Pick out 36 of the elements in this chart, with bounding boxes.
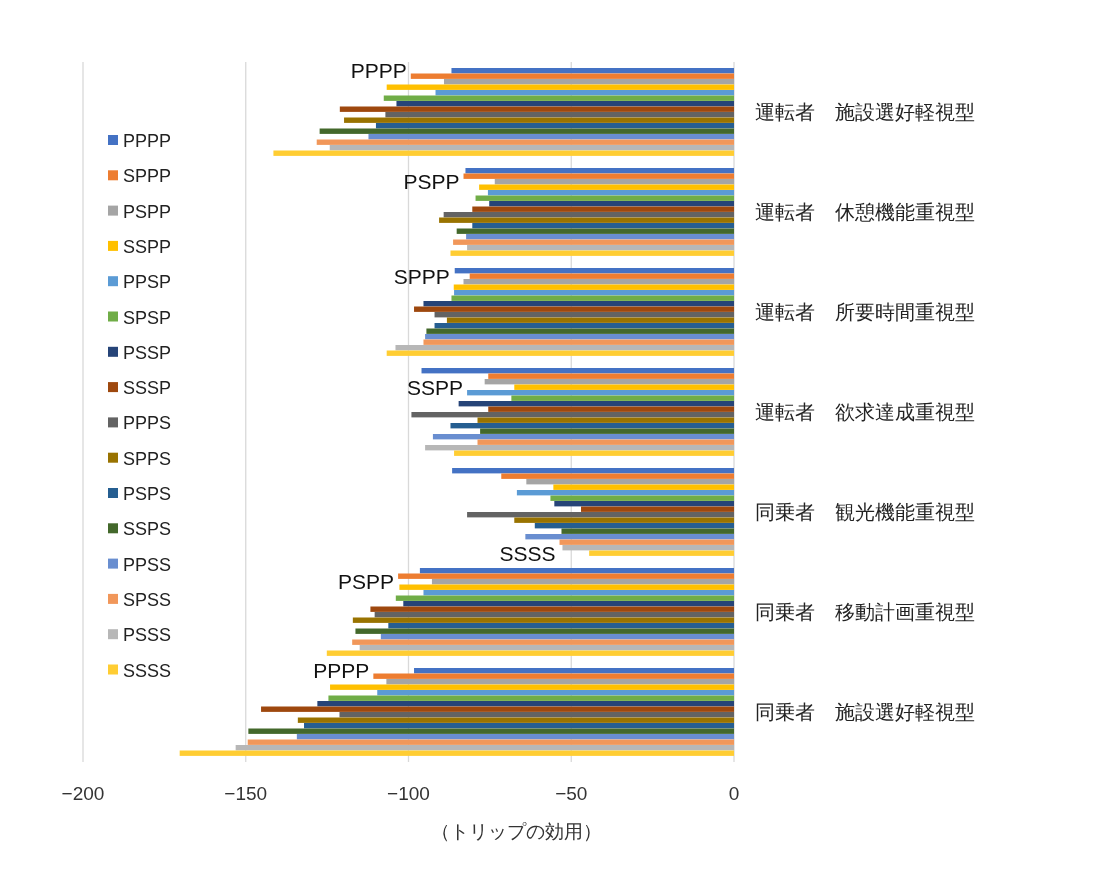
legend-label: SPSS bbox=[123, 589, 172, 610]
x-tick-label: −200 bbox=[61, 783, 105, 804]
annotation: SSPP bbox=[407, 375, 464, 399]
legend-label: PSSS bbox=[123, 625, 172, 646]
legend-label: PSPP bbox=[123, 201, 172, 222]
y-tick-label: 運転者 休憩機能重視型 bbox=[755, 201, 975, 223]
annotation: SPPP bbox=[393, 264, 450, 288]
annotation: PSPP bbox=[338, 570, 395, 594]
x-tick-label: −100 bbox=[387, 783, 430, 804]
legend-label: SSSS bbox=[123, 660, 172, 681]
y-tick-label: 運転者 施設選好軽視型 bbox=[755, 101, 975, 123]
legend-label: SSSP bbox=[123, 378, 172, 399]
legend-label: PPSP bbox=[123, 272, 172, 293]
legend-label: PSSP bbox=[123, 342, 172, 363]
y-tick-label: 同乗者 観光機能重視型 bbox=[755, 501, 975, 523]
x-axis-title: （トリップの効用） bbox=[431, 821, 602, 842]
legend-label: PPPP bbox=[123, 131, 172, 151]
legend-label: SPSP bbox=[123, 307, 172, 328]
annotation: PPPP bbox=[350, 59, 407, 83]
annotation: PSPP bbox=[403, 170, 460, 194]
x-tick-label: 0 bbox=[728, 783, 740, 804]
legend-label: SSPP bbox=[123, 236, 172, 257]
y-tick-label: 同乗者 移動計画重視型 bbox=[755, 601, 975, 623]
x-tick-label: −50 bbox=[555, 783, 588, 804]
legend-label: SSPS bbox=[123, 519, 172, 540]
annotation: SSSS bbox=[499, 541, 556, 565]
legend-label: SPPP bbox=[123, 166, 172, 187]
y-tick-label: 同乗者 施設選好軽視型 bbox=[755, 701, 975, 723]
legend-label: PPPS bbox=[123, 413, 172, 434]
y-tick-label: 運転者 所要時間重視型 bbox=[755, 301, 975, 323]
y-tick-label: 運転者 欲求達成重視型 bbox=[755, 401, 975, 423]
legend-label: SPPS bbox=[123, 448, 172, 469]
legend-label: PSPS bbox=[123, 484, 172, 504]
x-tick-label: −150 bbox=[224, 783, 268, 804]
legend-label: PPSS bbox=[123, 554, 172, 575]
annotation: PPPP bbox=[313, 659, 370, 683]
